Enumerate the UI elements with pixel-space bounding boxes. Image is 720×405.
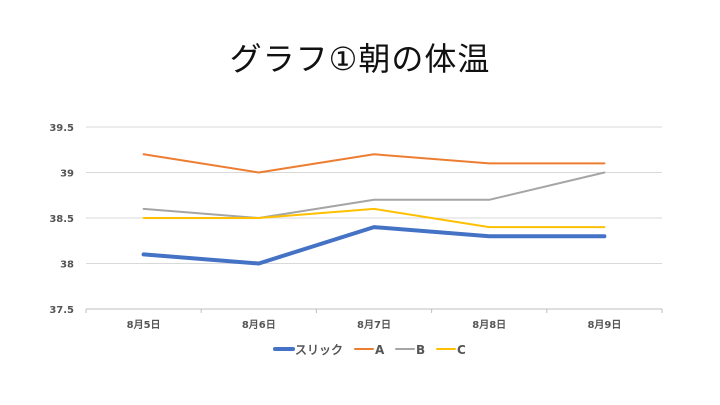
legend-label: B	[416, 343, 425, 357]
chart-title: グラフ①朝の体温	[229, 40, 491, 78]
legend-item: A	[354, 343, 385, 357]
legend-item: B	[395, 343, 425, 357]
x-axis: 8月5日 8月6日 8月7日 8月8日 8月9日	[85, 309, 663, 331]
legend-item: スリック	[273, 343, 343, 357]
legend: スリック A B C	[273, 343, 466, 357]
series-line-a	[142, 153, 606, 174]
y-tick-label: 39	[60, 169, 74, 180]
y-tick-label: 38.5	[49, 214, 74, 225]
x-tick-label: 8月6日	[242, 319, 276, 331]
y-axis: 37.5 38 38.5 39 39.5	[49, 123, 74, 316]
legend-label: A	[375, 343, 385, 357]
series-lines	[141, 153, 607, 266]
x-tick-label: 8月8日	[472, 319, 506, 331]
x-tick-label: 8月9日	[587, 319, 621, 331]
y-tick-label: 39.5	[49, 123, 74, 134]
series-line-c	[142, 207, 606, 229]
y-tick-label: 38	[60, 260, 74, 271]
legend-label: スリック	[295, 343, 343, 357]
x-tick-label: 8月5日	[127, 319, 161, 331]
y-tick-label: 37.5	[49, 305, 74, 316]
legend-item: C	[436, 343, 466, 357]
series-line-b	[142, 171, 606, 219]
x-tick-label: 8月7日	[357, 319, 391, 331]
legend-label: C	[457, 343, 466, 357]
series-line-slick	[141, 225, 607, 266]
